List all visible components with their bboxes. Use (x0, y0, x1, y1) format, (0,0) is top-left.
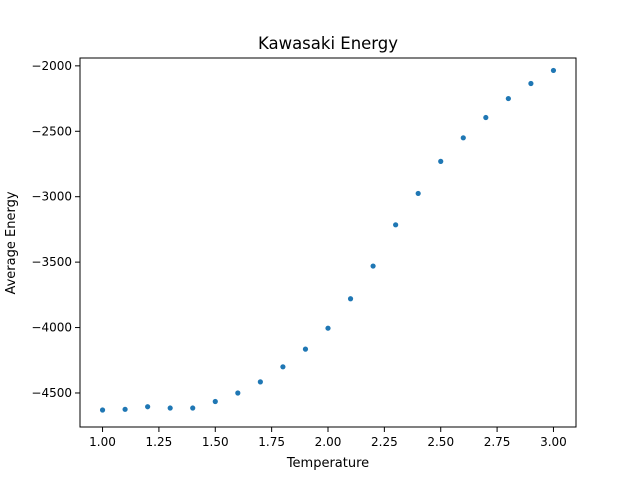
data-point (99, 407, 106, 413)
data-point (550, 67, 557, 74)
y-tick-label: −3500 (31, 255, 72, 269)
y-axis-label: Average Energy (4, 191, 19, 294)
y-tick-label: −4000 (31, 321, 72, 335)
points-layer (99, 67, 557, 413)
data-point (167, 405, 173, 411)
x-tick-label: 3.00 (540, 435, 567, 449)
data-point (347, 296, 354, 302)
x-axis-label: Temperature (286, 456, 369, 471)
y-tick-label: −3000 (31, 190, 72, 204)
data-point (393, 222, 399, 228)
data-point (122, 406, 128, 412)
data-point (438, 158, 444, 164)
data-point (280, 364, 286, 370)
plot-frame (79, 57, 577, 428)
data-point (370, 263, 376, 269)
data-point (483, 114, 489, 121)
x-tick-label: 1.00 (89, 435, 116, 449)
data-point (302, 346, 309, 352)
data-point (235, 390, 241, 396)
chart-title: Kawasaki Energy (258, 34, 398, 53)
x-tick-label: 1.50 (202, 435, 229, 449)
x-tick-label: 2.50 (427, 435, 454, 449)
data-point (257, 379, 263, 385)
x-tick-label: 1.25 (146, 435, 173, 449)
ticks-layer: 1.00 1.25 1.50 1.75 2.00 2.25 2.50 2.75 3.00 −450… (31, 59, 566, 449)
x-tick-label: 2.75 (484, 435, 511, 449)
data-point (145, 404, 151, 410)
x-tick-label: 2.25 (371, 435, 398, 449)
data-point (505, 95, 511, 102)
data-point (325, 325, 331, 331)
x-tick-label: 2.00 (315, 435, 342, 449)
data-point (190, 405, 196, 411)
data-point (212, 398, 218, 405)
y-tick-label: −2500 (31, 124, 72, 138)
y-tick-label: −2000 (31, 59, 72, 73)
data-point (460, 135, 466, 141)
x-tick-label: 1.75 (258, 435, 285, 449)
data-point (528, 80, 534, 87)
data-point (415, 190, 421, 197)
y-tick-label: −4500 (31, 386, 72, 400)
